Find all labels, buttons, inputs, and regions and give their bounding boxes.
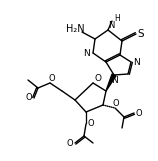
Text: O: O	[49, 74, 55, 82]
Text: N: N	[108, 20, 114, 29]
Text: O: O	[94, 74, 101, 82]
Text: N: N	[84, 48, 90, 57]
Polygon shape	[106, 74, 116, 91]
Text: H: H	[114, 14, 120, 23]
Text: O: O	[113, 99, 119, 108]
Text: O: O	[88, 119, 94, 128]
Text: O: O	[67, 138, 73, 147]
Text: S: S	[138, 29, 144, 39]
Text: O: O	[26, 94, 32, 103]
Text: N: N	[134, 57, 140, 66]
Text: O: O	[136, 109, 142, 118]
Text: N: N	[112, 76, 118, 85]
Text: H₂N: H₂N	[66, 24, 84, 34]
